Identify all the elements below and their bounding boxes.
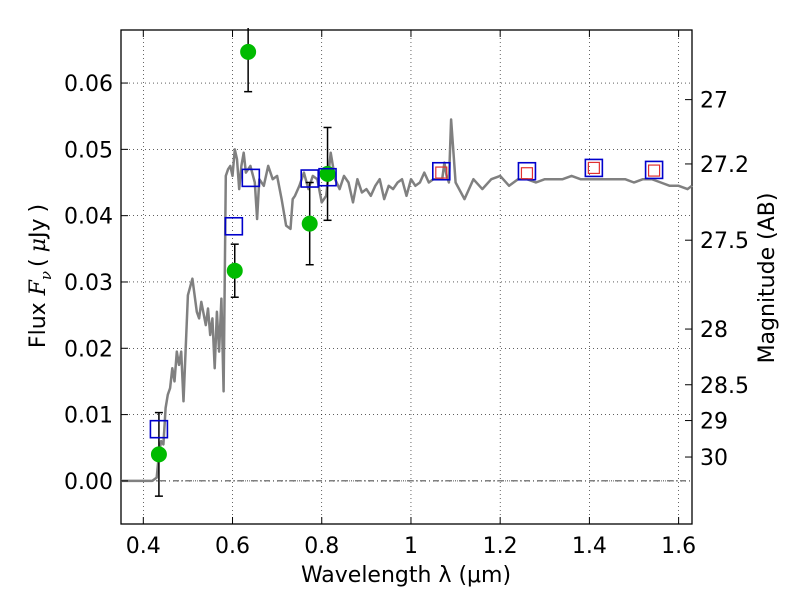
y2-tick-label: 30: [700, 446, 728, 471]
y-tick-label: 0.00: [64, 470, 113, 495]
x-tick-label: 0.8: [304, 534, 339, 559]
x-axis-label: Wavelength λ (μm): [301, 563, 511, 588]
x-tick-label: 0.6: [215, 534, 250, 559]
y2-tick-label: 27: [700, 89, 728, 114]
grid: [121, 30, 692, 524]
y2-tick-label: 28: [700, 318, 728, 343]
y2-tick-label: 27.5: [700, 229, 749, 254]
x-tick-label: 1.4: [572, 534, 607, 559]
model-band-flux-square: [517, 161, 537, 181]
y-axis-label-sub: ν: [37, 271, 55, 280]
x-tick-label: 1.6: [661, 534, 696, 559]
series-group: [121, 28, 693, 497]
model-band-flux-square: [224, 216, 244, 236]
y-tick-label: 0.04: [64, 205, 113, 230]
ticks: 0.4 0.6 0.8 1 1.2 1.4 1.6 0.00 0.01 0.02 0.03 0.04 0…: [64, 30, 749, 559]
y2-tick-label: 27.2: [700, 153, 749, 178]
secondary-band-flux-square: [587, 161, 600, 175]
model-band-flux-square: [318, 167, 337, 187]
model-band-flux-square: [149, 419, 169, 439]
secondary-band-flux-square: [647, 164, 661, 177]
y-tick-label: 0.06: [64, 72, 113, 97]
plot-frame: [120, 29, 693, 525]
model-spectrum-line: [121, 118, 693, 483]
y-axis-label-close: ): [26, 204, 51, 213]
x-tick-label: 1.2: [483, 534, 518, 559]
y-tick-label: 0.02: [64, 337, 113, 362]
observed-flux-point: [319, 165, 336, 182]
model-band-flux-square: [241, 168, 261, 188]
y2-axis-label: Magnitude (AB): [755, 193, 780, 364]
y2-tick-label: 29: [700, 410, 728, 435]
model-band-flux-square: [584, 158, 604, 178]
y-axis-label-open: (: [26, 258, 51, 267]
y-axis-label-mu: μ: [26, 238, 51, 252]
secondary-band-flux-square: [435, 166, 448, 179]
observed-flux-point: [150, 446, 167, 463]
observed-flux-point: [240, 43, 257, 60]
model-band-flux-square: [644, 160, 664, 180]
model-band-flux-square: [431, 161, 451, 181]
secondary-band-flux-square: [520, 167, 534, 180]
observed-flux-point: [301, 215, 318, 232]
y-axis-label: Flux Fν ( μJy): [26, 204, 55, 348]
y-axis-label-prefix: Flux: [26, 295, 51, 348]
y-axis-label-var: F: [26, 279, 51, 296]
x-tick-label: 0.4: [126, 534, 161, 559]
y-tick-label: 0.01: [64, 404, 113, 429]
x-tick-label: 1: [404, 534, 418, 559]
observed-flux-point: [226, 262, 243, 279]
y-tick-label: 0.03: [64, 271, 113, 296]
y-tick-label: 0.05: [64, 138, 113, 163]
model-band-flux-square: [300, 169, 319, 188]
y-axis-label-unit: Jy: [26, 219, 51, 241]
y2-tick-label: 28.5: [700, 374, 749, 399]
